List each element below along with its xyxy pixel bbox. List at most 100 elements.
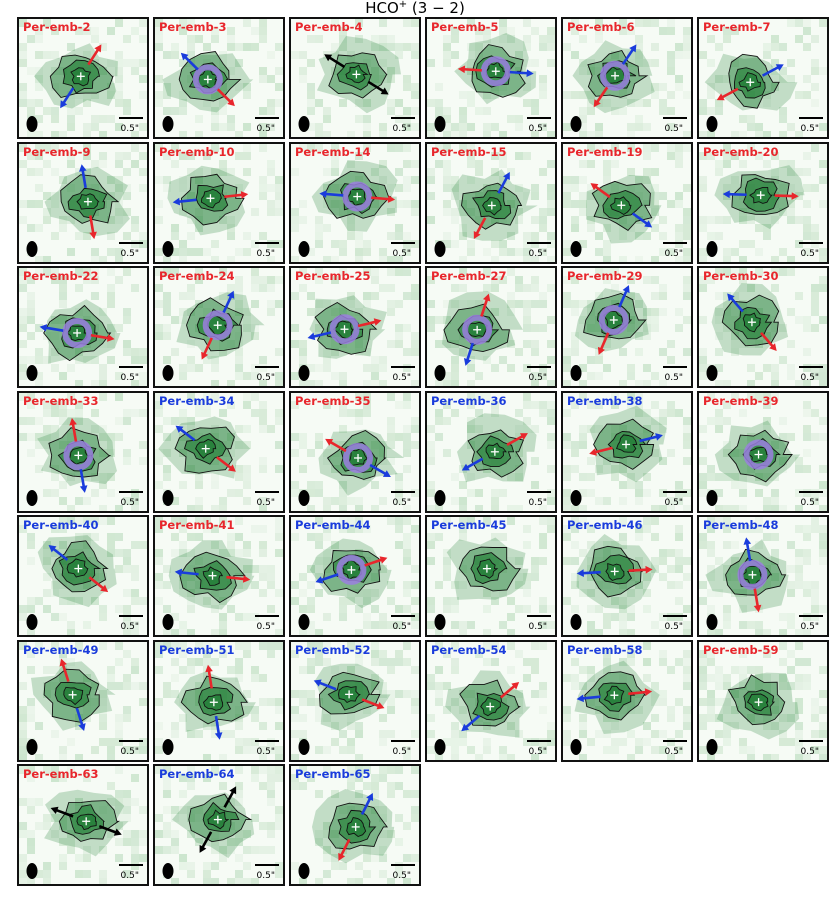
emission bbox=[574, 660, 661, 734]
panel-per-emb-59: Per-emb-59 0.5" bbox=[697, 639, 829, 762]
panel-label: Per-emb-5 bbox=[431, 20, 499, 34]
panel-per-emb-4: Per-emb-4 0.5" bbox=[289, 17, 421, 139]
redshifted-outflow-arrow bbox=[774, 191, 799, 200]
background-pixels bbox=[563, 268, 691, 386]
source-marker bbox=[73, 328, 82, 337]
background-pixels bbox=[563, 392, 691, 511]
panel-map bbox=[699, 641, 827, 760]
redshifted-outflow-arrow bbox=[590, 182, 611, 198]
panel-map bbox=[563, 517, 691, 635]
panel-per-emb-35: Per-emb-35 0.5" bbox=[289, 390, 421, 513]
scale-bar-label: 0.5" bbox=[800, 248, 819, 259]
beam-ellipse bbox=[570, 116, 582, 132]
scale-bar-label: 0.5" bbox=[528, 622, 547, 632]
redshifted-outflow-arrow bbox=[88, 576, 109, 593]
redshifted-outflow-arrow bbox=[338, 838, 351, 861]
panel-label: Per-emb-45 bbox=[431, 518, 507, 532]
beam-ellipse bbox=[570, 365, 582, 381]
blueshifted-outflow-arrow bbox=[631, 211, 653, 227]
panel-label: Per-emb-58 bbox=[567, 642, 643, 657]
beam-ellipse bbox=[570, 489, 582, 506]
source-marker bbox=[206, 193, 215, 202]
panel-per-emb-10: Per-emb-10 0.5" bbox=[153, 141, 285, 264]
blueshifted-outflow-arrow bbox=[621, 44, 637, 65]
source-marker bbox=[756, 190, 765, 199]
beam-ellipse bbox=[26, 365, 38, 381]
redshifted-outflow-arrow bbox=[716, 87, 739, 101]
source-marker bbox=[610, 567, 619, 576]
redshifted-outflow-arrow bbox=[59, 658, 70, 682]
panel-label: Per-emb-25 bbox=[295, 269, 371, 283]
redshifted-outflow-arrow bbox=[205, 664, 213, 689]
panel-map bbox=[699, 143, 827, 262]
panel-per-emb-36: Per-emb-36 0.5" bbox=[425, 390, 557, 513]
scale-bar-label: 0.5" bbox=[256, 248, 275, 259]
panel-label: Per-emb-38 bbox=[567, 393, 643, 408]
source-marker bbox=[203, 75, 212, 84]
redshifted-outflow-arrow bbox=[226, 575, 251, 583]
beam-ellipse bbox=[298, 738, 310, 755]
scale-bar-label: 0.5" bbox=[120, 248, 139, 259]
panel-label: Per-emb-51 bbox=[159, 642, 235, 657]
panel-map bbox=[291, 517, 419, 635]
panel-per-emb-24: Per-emb-24 0.5" bbox=[153, 266, 285, 388]
blueshifted-outflow-arrow bbox=[727, 293, 744, 313]
beam-ellipse bbox=[26, 489, 38, 506]
scale-bar-label: 0.5" bbox=[256, 746, 275, 757]
redshifted-outflow-arrow bbox=[473, 216, 487, 239]
panel-per-emb-45: Per-emb-45 0.5" bbox=[425, 515, 557, 637]
panel-map bbox=[291, 268, 419, 386]
redshifted-outflow-arrow bbox=[216, 88, 235, 107]
beam-ellipse bbox=[298, 365, 310, 381]
panel-per-emb-44: Per-emb-44 0.5" bbox=[289, 515, 421, 637]
panel-per-emb-14: Per-emb-14 0.5" bbox=[289, 141, 421, 264]
beam-ellipse bbox=[162, 365, 174, 381]
source-marker bbox=[609, 315, 618, 324]
panel-per-emb-46: Per-emb-46 0.5" bbox=[561, 515, 693, 637]
redshifted-outflow-arrow bbox=[90, 333, 115, 342]
beam-ellipse bbox=[434, 614, 446, 630]
background-pixels bbox=[291, 766, 419, 884]
panel-map bbox=[699, 268, 827, 386]
blueshifted-outflow-arrow bbox=[761, 64, 784, 77]
source-marker bbox=[74, 450, 83, 459]
panel-map bbox=[19, 19, 147, 137]
panel-label: Per-emb-41 bbox=[159, 518, 235, 532]
panel-map bbox=[699, 392, 827, 511]
panel-per-emb-20: Per-emb-20 0.5" bbox=[697, 141, 829, 264]
beam-ellipse bbox=[26, 863, 38, 879]
redshifted-outflow-arrow bbox=[760, 331, 777, 352]
source-marker bbox=[611, 71, 620, 80]
panel-map bbox=[155, 766, 283, 884]
panel-label: Per-emb-39 bbox=[703, 393, 779, 408]
emission bbox=[309, 295, 387, 359]
scale-bar-label: 0.5" bbox=[800, 124, 819, 134]
ring-marker bbox=[329, 314, 360, 345]
scale-bar-label: 0.5" bbox=[256, 622, 275, 632]
beam-ellipse bbox=[298, 240, 310, 257]
scale-bar-label: 0.5" bbox=[800, 746, 819, 757]
source-marker bbox=[354, 453, 363, 462]
panel-per-emb-29: Per-emb-29 0.5" bbox=[561, 266, 693, 388]
redshifted-outflow-arrow bbox=[457, 65, 482, 74]
beam-ellipse bbox=[434, 738, 446, 755]
title-molecule: HCO bbox=[365, 0, 399, 17]
panel-map bbox=[155, 268, 283, 386]
background-pixels bbox=[19, 766, 147, 884]
blueshifted-outflow-arrow bbox=[313, 679, 337, 690]
ring-marker bbox=[336, 554, 367, 585]
blueshifted-outflow-arrow bbox=[509, 69, 534, 78]
panel-map bbox=[155, 517, 283, 635]
beam-ellipse bbox=[706, 116, 718, 132]
background-pixels bbox=[19, 392, 147, 511]
blueshifted-outflow-arrow bbox=[639, 432, 663, 442]
panel-per-emb-41: Per-emb-41 0.5" bbox=[153, 515, 285, 637]
blueshifted-outflow-arrow bbox=[174, 568, 199, 577]
panel-map bbox=[155, 392, 283, 511]
ring-marker bbox=[462, 314, 493, 345]
source-marker bbox=[754, 450, 763, 459]
blueshifted-outflow-arrow bbox=[324, 54, 346, 69]
scale-bar-label: 0.5" bbox=[120, 746, 139, 757]
panel-label: Per-emb-27 bbox=[431, 269, 507, 283]
panel-per-emb-19: Per-emb-19 0.5" bbox=[561, 141, 693, 264]
